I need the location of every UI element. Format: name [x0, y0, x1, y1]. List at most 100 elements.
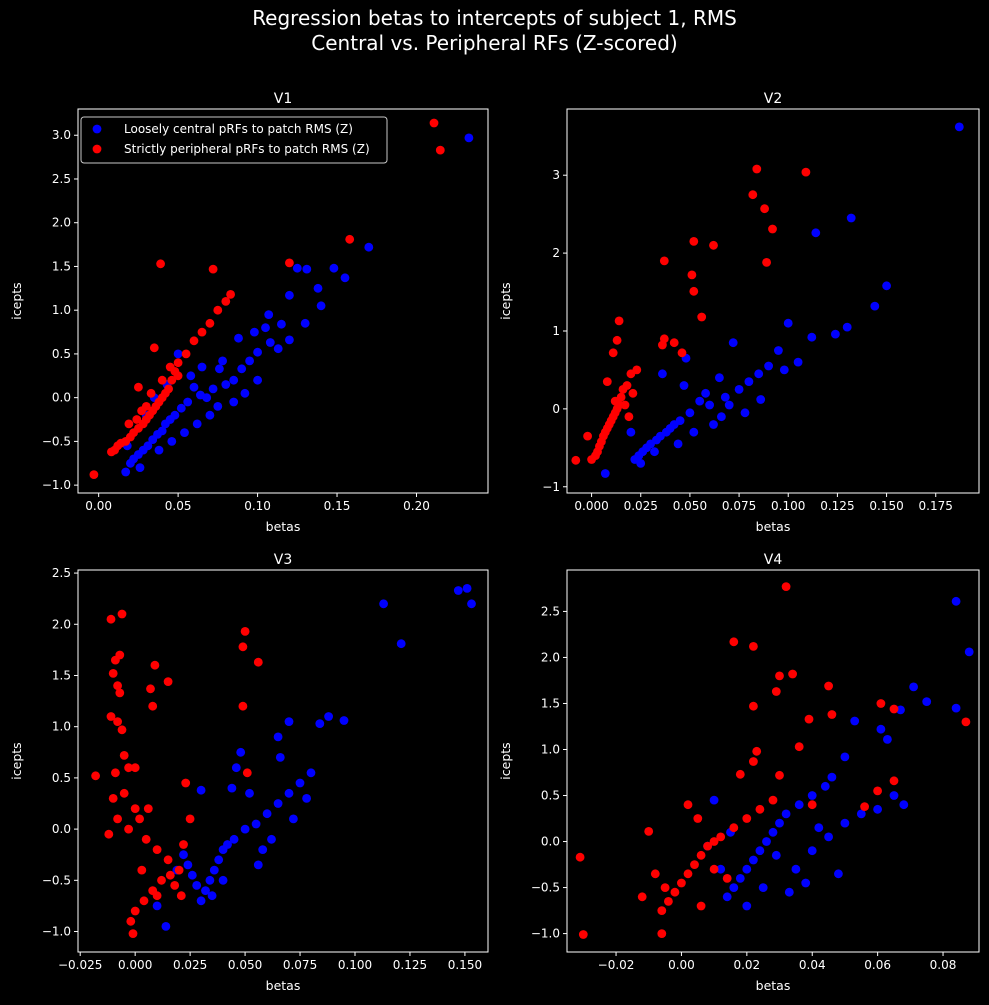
y-tick-label: 2.5 — [541, 604, 560, 618]
x-tick-label: −0.025 — [58, 958, 102, 972]
data-point — [130, 804, 140, 813]
data-point — [695, 396, 705, 406]
legend-label-central: Loosely central pRFs to patch RMS (Z) — [124, 122, 353, 136]
data-point — [253, 347, 262, 357]
data-point — [273, 344, 283, 354]
data-point — [701, 388, 710, 398]
data-point — [253, 375, 262, 385]
data-point — [379, 599, 388, 609]
data-point — [238, 642, 248, 652]
data-point — [264, 310, 274, 319]
data-point — [141, 834, 151, 844]
data-point — [922, 697, 932, 706]
data-point — [265, 338, 275, 347]
data-point — [614, 316, 624, 326]
data-point — [783, 318, 793, 328]
data-point — [657, 929, 667, 938]
data-point — [429, 118, 439, 128]
data-point — [754, 369, 764, 379]
x-tick-label: 0.10 — [244, 499, 271, 513]
data-point — [846, 213, 856, 223]
data-point — [180, 428, 189, 437]
data-point — [883, 735, 892, 744]
data-point — [157, 875, 166, 885]
data-point — [218, 356, 228, 366]
data-point — [788, 669, 797, 679]
data-point — [218, 875, 228, 885]
data-point — [683, 800, 693, 810]
data-point — [128, 929, 138, 938]
data-point — [749, 701, 758, 711]
data-point — [660, 883, 670, 892]
data-point — [113, 814, 122, 824]
data-point — [758, 883, 768, 892]
data-point — [285, 258, 294, 268]
x-tick-label: 0.00 — [85, 499, 112, 513]
data-point — [748, 190, 758, 200]
data-point — [602, 377, 612, 386]
data-point — [856, 809, 866, 819]
data-point — [608, 348, 618, 358]
data-point — [628, 388, 638, 398]
y-axis-label: icepts — [498, 742, 513, 779]
data-point — [840, 752, 850, 762]
data-point — [794, 742, 804, 752]
data-point — [791, 864, 801, 874]
data-point — [167, 375, 177, 385]
y-tick-label: 1.0 — [52, 303, 71, 317]
data-point — [775, 671, 784, 681]
data-point — [137, 865, 147, 875]
data-point — [238, 701, 248, 711]
data-point — [292, 263, 302, 273]
data-point — [197, 327, 207, 337]
data-point — [215, 364, 224, 374]
data-point — [722, 874, 732, 883]
data-point — [729, 823, 739, 833]
y-tick-label: 1.5 — [541, 696, 560, 710]
data-point — [126, 916, 136, 926]
data-point — [148, 435, 158, 444]
data-point — [807, 800, 817, 810]
data-point — [302, 794, 311, 803]
data-point — [709, 864, 719, 874]
data-point — [697, 312, 707, 322]
data-point — [762, 258, 771, 267]
x-tick-label: 0.100 — [338, 958, 372, 972]
data-point — [749, 757, 758, 766]
data-point — [749, 855, 758, 865]
data-point — [889, 704, 899, 714]
series-peripheral — [89, 118, 445, 479]
data-point — [705, 400, 714, 410]
data-point — [173, 358, 183, 368]
figure-title-line-1: Regression betas to intercepts of subjec… — [252, 6, 737, 30]
data-point — [820, 781, 830, 791]
data-point — [771, 850, 781, 860]
data-point — [218, 845, 228, 854]
data-point — [899, 800, 909, 810]
x-tick-label: 0.100 — [771, 499, 805, 513]
series-central — [703, 596, 974, 911]
subplot-v1: 0.00 0.05 0.10 0.15 0.20 −1.0 −0.5 0.0 0.5 1.0 1.5… — [9, 91, 489, 534]
data-point — [842, 322, 852, 332]
y-tick-label: 3.0 — [52, 128, 71, 142]
data-point — [687, 270, 697, 280]
data-point — [284, 717, 294, 726]
data-point — [755, 846, 765, 856]
data-point — [834, 869, 843, 879]
data-point — [117, 609, 127, 619]
x-tick-label: 0.000 — [118, 958, 152, 972]
data-point — [728, 338, 738, 348]
data-point — [165, 870, 175, 880]
data-point — [801, 167, 811, 177]
data-point — [183, 860, 193, 870]
y-tick-label: 1.5 — [52, 668, 71, 682]
data-point — [882, 281, 891, 291]
data-point — [125, 458, 135, 468]
y-tick-label: −0.5 — [42, 873, 71, 887]
data-point — [600, 469, 610, 478]
data-point — [873, 786, 882, 796]
y-tick-label: 0 — [552, 402, 560, 416]
data-point — [139, 896, 149, 906]
data-point — [186, 371, 196, 381]
data-point — [170, 881, 180, 890]
